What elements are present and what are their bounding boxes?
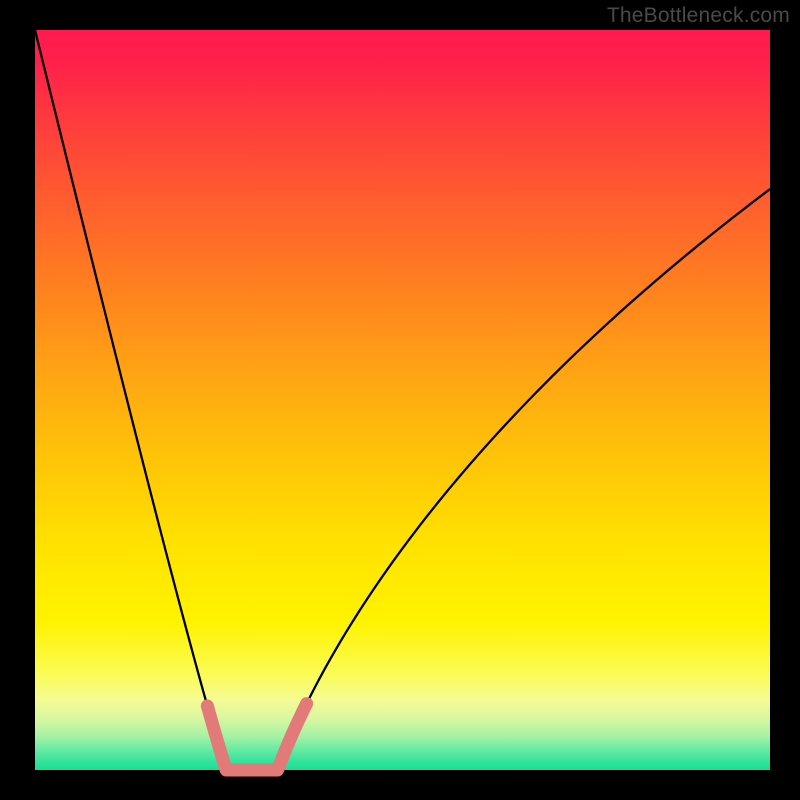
chart-stage: TheBottleneck.com	[0, 0, 800, 800]
bottleneck-chart	[0, 0, 800, 800]
plot-background	[35, 30, 770, 770]
